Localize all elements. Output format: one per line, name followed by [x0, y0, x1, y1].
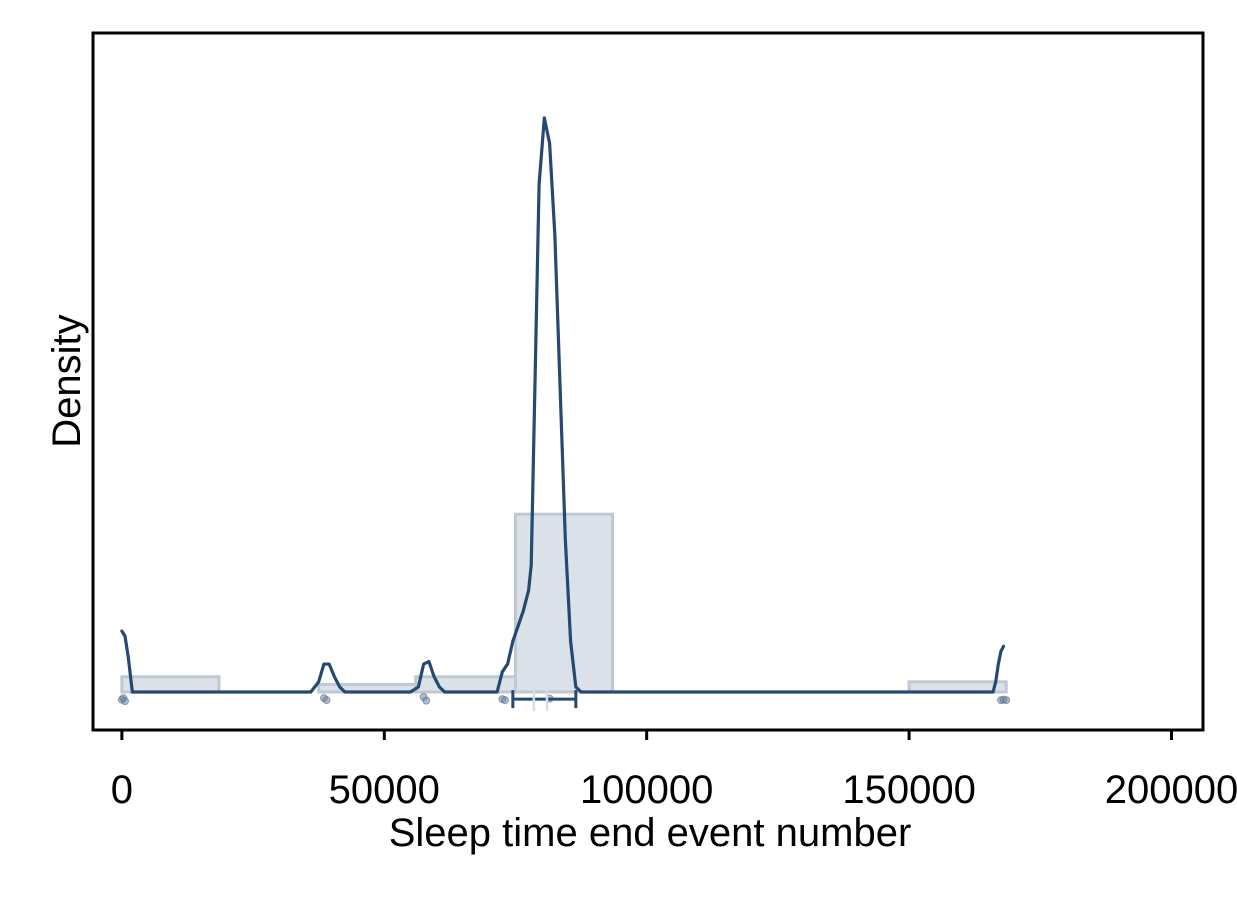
data-points: [117, 693, 1011, 706]
x-axis-ticks: 0 50000 100000 150000 200000: [111, 730, 1237, 812]
plot-frame: [91, 31, 1205, 732]
x-tick-label-1: 50000: [329, 768, 440, 812]
x-tick-label-0: 0: [111, 768, 133, 812]
histogram-bar-0: [120, 675, 221, 694]
data-point-8: [500, 696, 509, 705]
density-curve: [120, 116, 1006, 694]
data-point-4: [322, 696, 331, 705]
data-point-2: [121, 697, 130, 706]
x-tick-label-2: 100000: [580, 768, 713, 812]
x-tick-label-4: 200000: [1105, 768, 1237, 812]
x-tick-label-3: 150000: [842, 768, 975, 812]
x-axis-label: Sleep time end event number: [389, 811, 912, 855]
density-curve-layer: [120, 116, 1006, 694]
y-axis-label: Density: [45, 314, 89, 447]
data-point-12: [1002, 696, 1011, 705]
data-point-6: [422, 696, 431, 705]
summary-interval: [511, 689, 578, 712]
